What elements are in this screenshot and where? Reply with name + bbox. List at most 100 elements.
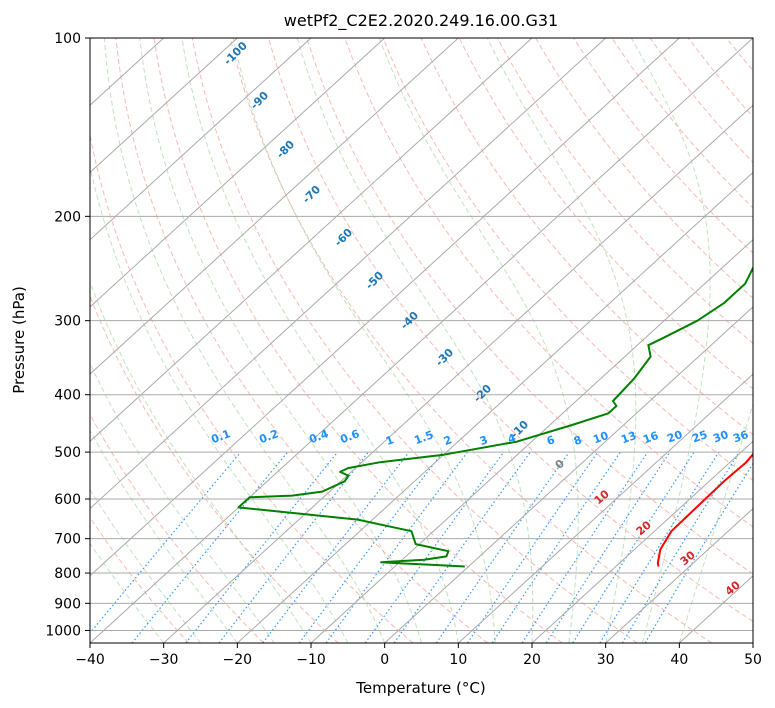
background-lines [90, 38, 775, 643]
line-labels: -100-90-80-70-60-50-40-30-20-100.1 0.2 0.4… [209, 39, 750, 598]
moist-adiabat [90, 280, 312, 643]
y-tick-label: 500 [54, 445, 81, 461]
dry-adiabat [191, 38, 638, 643]
mixing-ratio-label: 16 [641, 429, 660, 447]
dry-adiabat [90, 516, 190, 643]
isotherm [236, 171, 753, 643]
y-tick-label: 100 [54, 31, 81, 47]
y-tick-label: 1000 [45, 623, 81, 639]
x-tick-label: −10 [296, 652, 326, 668]
x-tick-label: −20 [223, 652, 253, 668]
y-tick-label: 900 [54, 596, 81, 612]
x-tick-label: −30 [149, 652, 179, 668]
moist-adiabat [630, 38, 711, 643]
mixing-ratio-label: 0.4 [307, 427, 330, 446]
mixing-ratio-line [131, 451, 289, 643]
moist-adiabat [90, 164, 349, 643]
y-tick-label: 600 [54, 492, 81, 508]
x-tick-label: 0 [380, 652, 389, 668]
mixing-ratio-label: 1 [384, 433, 396, 448]
dry-adiabat [344, 38, 753, 528]
chart-title: wetPf2_C2E2.2020.249.16.00.G31 [284, 11, 558, 31]
dry-adiabat [229, 38, 712, 643]
y-tick-label: 300 [54, 314, 81, 330]
dry-adiabat [611, 38, 753, 209]
isotherm [90, 38, 238, 174]
dry-adiabat [306, 38, 753, 575]
x-tick-label: 30 [597, 652, 615, 668]
isotherm [457, 373, 753, 643]
moist-adiabat-label: 10 [592, 487, 612, 507]
moist-adiabat-label: 30 [678, 548, 698, 568]
isotherm-label: -70 [300, 183, 323, 206]
isotherm [90, 38, 386, 308]
dry-adiabat [90, 132, 414, 643]
y-axis: 100 200 300 400 500 600 700 800 900 1000 [45, 31, 90, 639]
dry-adiabat [115, 38, 488, 643]
dry-adiabat [765, 38, 775, 643]
dry-adiabat [687, 38, 753, 118]
mixing-ratio-label: 0.1 [209, 427, 232, 446]
dewpoint-line [237, 265, 753, 568]
mixing-ratio-line [298, 451, 444, 643]
isotherm [90, 38, 753, 643]
mixing-ratio-label: 8 [572, 433, 584, 448]
isotherm-label: -100 [221, 39, 250, 68]
mixing-ratio-line [90, 451, 242, 634]
moist-adiabat-label: 20 [634, 518, 654, 538]
moist-adiabat [678, 402, 753, 643]
moist-adiabat [90, 362, 275, 643]
isotherm [90, 38, 533, 443]
mixing-ratio-line [491, 451, 621, 643]
mixing-ratio-label: 20 [665, 428, 684, 446]
isotherm [90, 38, 680, 577]
mixing-ratio-line [185, 451, 339, 643]
temperature-line [656, 452, 753, 567]
isotherm [384, 306, 753, 643]
y-axis-label: Pressure (hPa) [10, 286, 28, 394]
mixing-ratio-label: 10 [591, 429, 610, 447]
x-axis-label: Temperature (°C) [355, 679, 485, 697]
mixing-ratio-label: 30 [711, 428, 730, 446]
mixing-ratio-label: 1.5 [412, 428, 435, 447]
moist-adiabat [296, 38, 534, 643]
mixing-ratio-line [521, 451, 649, 643]
mixing-ratio-label: 6 [545, 433, 557, 448]
x-tick-label: −40 [75, 652, 105, 668]
x-axis: −40 −30 −20 −10 0 10 20 30 40 50 [75, 643, 762, 668]
dry-adiabat [382, 38, 753, 482]
mixing-ratio-line [545, 451, 671, 643]
isotherm [90, 38, 607, 510]
mixing-ratio-line [325, 451, 468, 643]
isotherm-label: -20 [471, 382, 494, 405]
x-tick-label: 40 [670, 652, 688, 668]
mixing-ratio-label: 25 [690, 428, 709, 445]
dry-adiabat [726, 38, 753, 72]
y-tick-label: 800 [54, 566, 81, 582]
dry-adiabat [90, 413, 264, 643]
moist-adiabat [378, 38, 579, 643]
isotherm [310, 238, 753, 643]
moist-adiabat [181, 38, 459, 643]
isotherm [752, 642, 753, 643]
mixing-ratio-label: 0.2 [257, 427, 280, 446]
moist-adiabat [103, 38, 386, 643]
x-tick-label: 50 [744, 652, 762, 668]
x-tick-label: 20 [523, 652, 541, 668]
moist-adiabat [139, 38, 422, 643]
dry-adiabat [535, 38, 753, 299]
isotherm-label: -50 [363, 269, 386, 292]
mixing-ratio-line [572, 451, 695, 643]
moist-adiabat [90, 429, 238, 643]
moist-adiabat [232, 38, 496, 643]
mixing-ratio-label: 0.6 [338, 427, 361, 446]
isotherm [605, 507, 753, 643]
isotherm [90, 38, 459, 375]
mixing-ratio-label: 3 [478, 433, 490, 448]
mixing-ratio-label: 36 [731, 428, 750, 446]
isotherm-label: -60 [332, 226, 355, 249]
moist-adiabat [90, 488, 201, 643]
mixing-ratio-line [621, 451, 740, 643]
